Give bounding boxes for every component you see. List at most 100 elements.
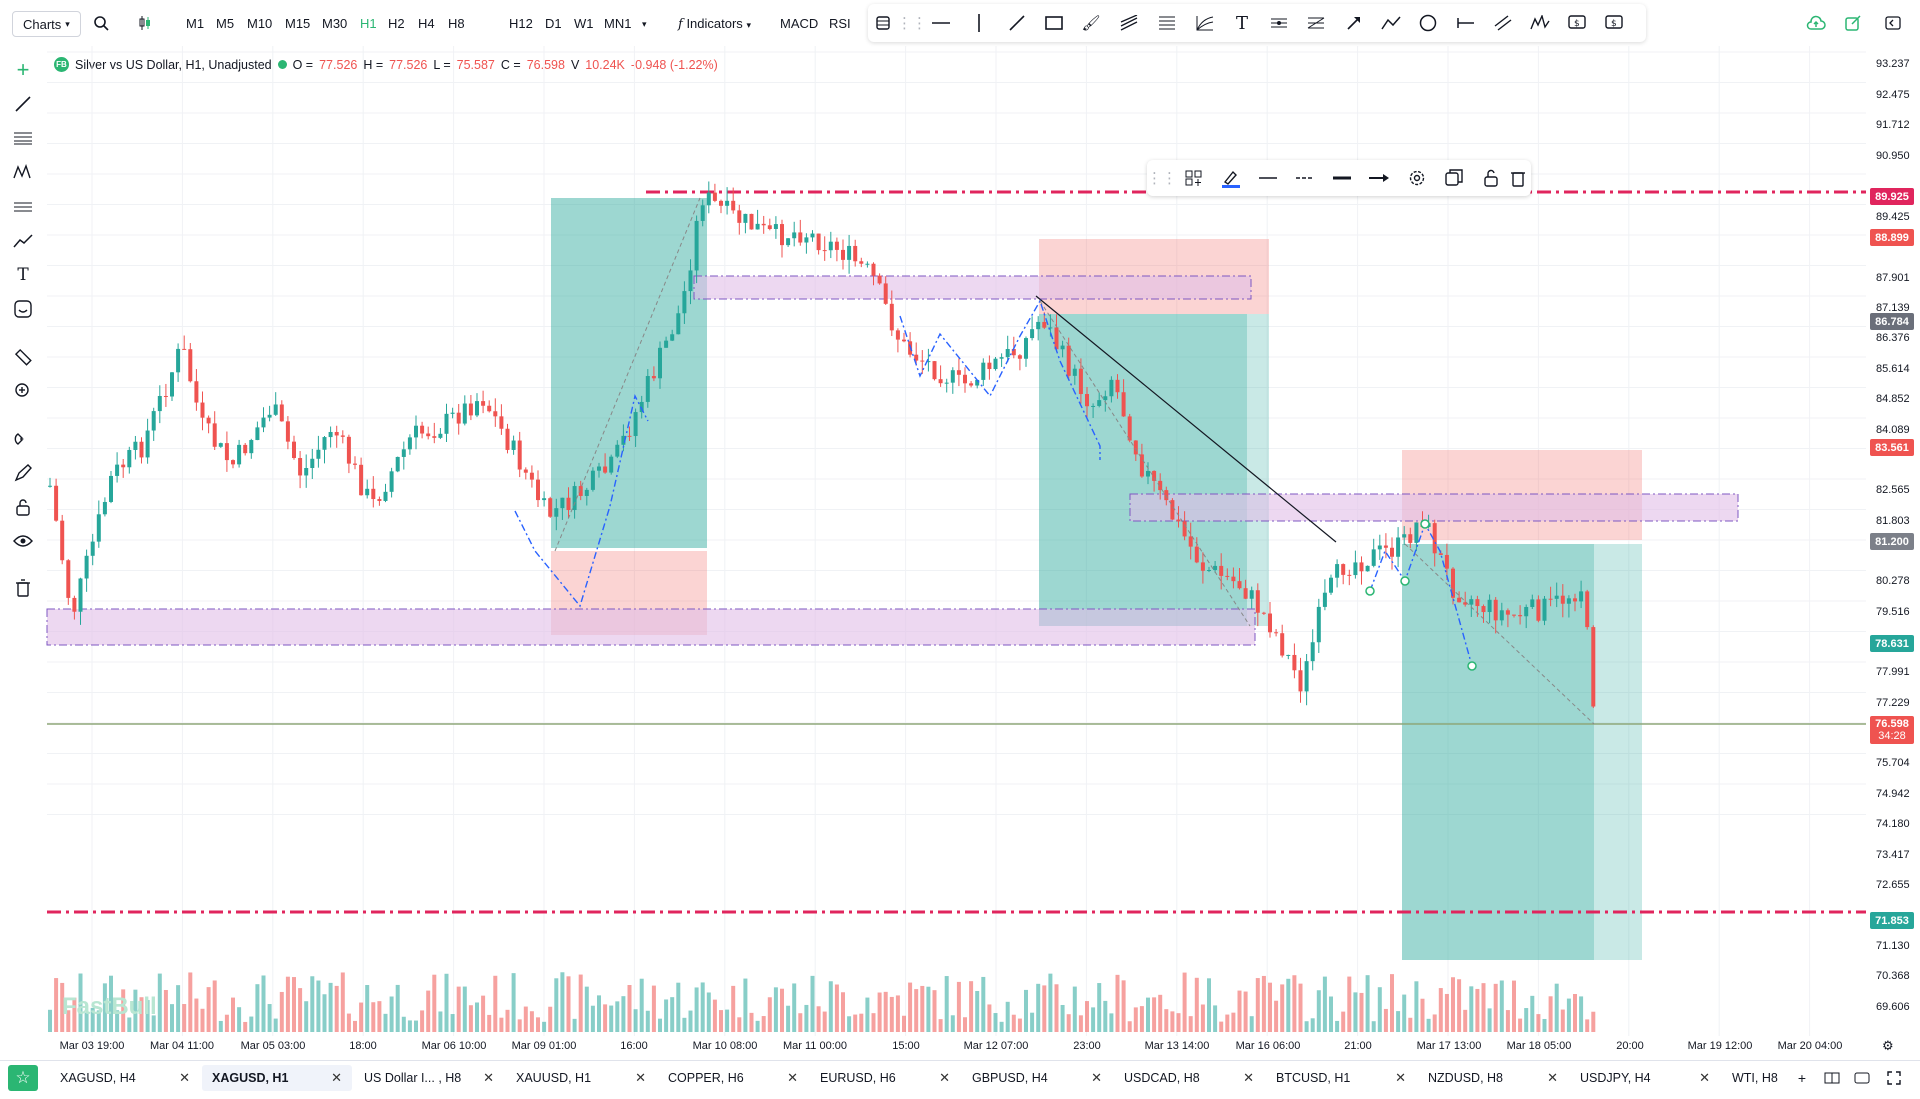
layout-icon[interactable] xyxy=(1822,1069,1842,1087)
price-chart[interactable]: FastBull xyxy=(0,46,1866,1036)
timeframe-d1[interactable]: D1 xyxy=(545,16,562,31)
parallel-channel-icon[interactable] xyxy=(1118,12,1140,34)
trend-line-down[interactable] xyxy=(1035,295,1337,543)
chart-settings-gear-icon[interactable]: ⚙ xyxy=(1882,1038,1894,1053)
text-tool-icon[interactable]: T xyxy=(17,265,29,285)
wave-point[interactable] xyxy=(1365,586,1375,596)
close-icon[interactable]: ✕ xyxy=(1699,1070,1710,1085)
chart-tab[interactable]: GBPUSD, H4 ✕ xyxy=(962,1065,1112,1091)
resistance-zone-upper[interactable] xyxy=(693,275,1252,300)
favorites-star-icon[interactable]: ☆ xyxy=(8,1065,38,1091)
drag-handle-icon[interactable]: ⋮⋮ xyxy=(1147,170,1177,187)
gann-icon[interactable] xyxy=(1305,12,1327,34)
trend-line-icon[interactable] xyxy=(11,92,35,116)
close-icon[interactable]: ✕ xyxy=(483,1070,494,1085)
short-position-icon[interactable]: $ xyxy=(1603,12,1625,34)
price-tag-entry[interactable]: 86.784 xyxy=(1870,313,1914,330)
chart-tab[interactable]: US Dollar I... , H8 ✕ xyxy=(354,1065,504,1091)
chart-tab[interactable]: USDCAD, H8 ✕ xyxy=(1114,1065,1264,1091)
long-position-icon[interactable]: $ xyxy=(1566,12,1588,34)
price-range-icon[interactable] xyxy=(1455,12,1477,34)
long-position-1[interactable] xyxy=(551,198,707,635)
timeframe-mn1[interactable]: MN1 xyxy=(604,16,632,31)
line-end-arrow-icon[interactable] xyxy=(1368,167,1390,189)
timeframe-h1[interactable]: H1 xyxy=(360,16,377,31)
eye-icon[interactable] xyxy=(11,529,35,553)
price-tag-level-top[interactable]: 89.925 xyxy=(1870,188,1914,205)
chart-tab[interactable]: USDJPY, H4 ✕ xyxy=(1570,1065,1720,1091)
close-icon[interactable]: ✕ xyxy=(1091,1070,1102,1085)
close-icon[interactable]: ✕ xyxy=(939,1070,950,1085)
price-tag-stop-2[interactable]: 83.561 xyxy=(1870,439,1914,456)
timeframe-h8[interactable]: H8 xyxy=(448,16,465,31)
brush-icon[interactable]: 🖌 xyxy=(1081,15,1101,32)
drag-handle-icon[interactable]: ⋮⋮ xyxy=(897,15,927,32)
rectangle-icon[interactable] xyxy=(1043,12,1065,34)
zoom-in-icon[interactable] xyxy=(11,379,35,403)
share-icon[interactable] xyxy=(1842,12,1864,34)
drawing-mode-icon[interactable] xyxy=(11,461,35,485)
horizontal-line-icon[interactable] xyxy=(930,12,952,34)
close-icon[interactable]: ✕ xyxy=(1395,1070,1406,1085)
fullscreen-icon[interactable] xyxy=(1884,1069,1904,1087)
elliott-wave-3[interactable] xyxy=(1369,522,1473,667)
crosshair-icon[interactable]: + xyxy=(16,57,30,82)
chart-tab[interactable]: BTCUSD, H1 ✕ xyxy=(1266,1065,1416,1091)
trash-icon[interactable] xyxy=(11,576,35,600)
clone-icon[interactable] xyxy=(1443,167,1465,189)
wave-point[interactable] xyxy=(1420,519,1430,529)
close-icon[interactable]: ✕ xyxy=(787,1070,798,1085)
template-icon[interactable] xyxy=(872,12,894,34)
close-icon[interactable]: ✕ xyxy=(635,1070,646,1085)
chart-tab[interactable]: WTI, H8 xyxy=(1722,1065,1792,1091)
timeframe-m5[interactable]: M5 xyxy=(216,16,235,31)
wave-point[interactable] xyxy=(1467,661,1477,671)
chart-tab[interactable]: NZDUSD, H8 ✕ xyxy=(1418,1065,1568,1091)
line-style-dashed-icon[interactable] xyxy=(1294,167,1316,189)
fib-retracement-icon[interactable] xyxy=(1156,12,1178,34)
symbol-title[interactable]: Silver vs US Dollar, H1, Unadjusted xyxy=(75,57,272,72)
timeframe-h4[interactable]: H4 xyxy=(418,16,435,31)
polyline-icon[interactable] xyxy=(1380,12,1402,34)
indicators-button[interactable]: f Indicators ▾ xyxy=(678,16,751,32)
cloud-upload-icon[interactable] xyxy=(1805,12,1827,34)
object-template-icon[interactable] xyxy=(1183,167,1205,189)
candlestick-type-icon[interactable] xyxy=(134,12,156,34)
timeframe-w1[interactable]: W1 xyxy=(574,16,594,31)
chart-tab[interactable]: EURUSD, H6 ✕ xyxy=(810,1065,960,1091)
wave-point[interactable] xyxy=(1400,576,1410,586)
line-width-icon[interactable] xyxy=(1331,167,1353,189)
forecast-icon[interactable] xyxy=(11,229,35,253)
chart-tab[interactable]: XAGUSD, H4 ✕ xyxy=(50,1065,200,1091)
gann-icon[interactable] xyxy=(11,195,35,219)
price-tag-entry-2[interactable]: 81.200 xyxy=(1870,533,1914,550)
timeframe-h12[interactable]: H12 xyxy=(509,16,533,31)
price-tag-stop[interactable]: 88.899 xyxy=(1870,229,1914,246)
close-icon[interactable]: ✕ xyxy=(1243,1070,1254,1085)
add-tab-icon[interactable]: + xyxy=(1797,1070,1807,1086)
pitchfork-icon[interactable] xyxy=(1268,12,1290,34)
chart-tab[interactable]: XAUUSD, H1 ✕ xyxy=(506,1065,656,1091)
price-tag-target[interactable]: 78.631 xyxy=(1870,635,1914,652)
sticker-icon[interactable] xyxy=(11,297,35,321)
delete-trash-icon[interactable] xyxy=(1507,167,1529,189)
parallel-lines-icon[interactable] xyxy=(1492,12,1514,34)
elliott-wave-1[interactable] xyxy=(514,393,649,608)
support-zone-lower[interactable] xyxy=(46,608,1256,646)
line-style-solid-icon[interactable] xyxy=(1257,167,1279,189)
ruler-icon[interactable] xyxy=(11,345,35,369)
trend-line-icon[interactable] xyxy=(1006,12,1028,34)
lock-icon[interactable] xyxy=(11,495,35,519)
arrow-tool-icon[interactable] xyxy=(1343,12,1365,34)
collapse-panel-icon[interactable] xyxy=(1882,12,1904,34)
chart-tab[interactable]: XAGUSD, H1 ✕ xyxy=(202,1065,352,1091)
chart-tab[interactable]: COPPER, H6 ✕ xyxy=(658,1065,808,1091)
timeframe-m10[interactable]: M10 xyxy=(247,16,273,31)
line-color-icon[interactable] xyxy=(1220,167,1242,189)
resistance-zone-middle[interactable] xyxy=(1129,493,1739,522)
fib-fan-icon[interactable] xyxy=(1194,12,1216,34)
close-icon[interactable]: ✕ xyxy=(331,1070,342,1085)
price-axis[interactable]: 93.237 92.475 91.712 90.950 89.425 87.90… xyxy=(1866,46,1920,1036)
charts-menu-button[interactable]: Charts ▾ xyxy=(12,11,81,37)
time-axis[interactable]: Mar 03 19:00 Mar 04 11:00 Mar 05 03:00 1… xyxy=(0,1038,1894,1054)
